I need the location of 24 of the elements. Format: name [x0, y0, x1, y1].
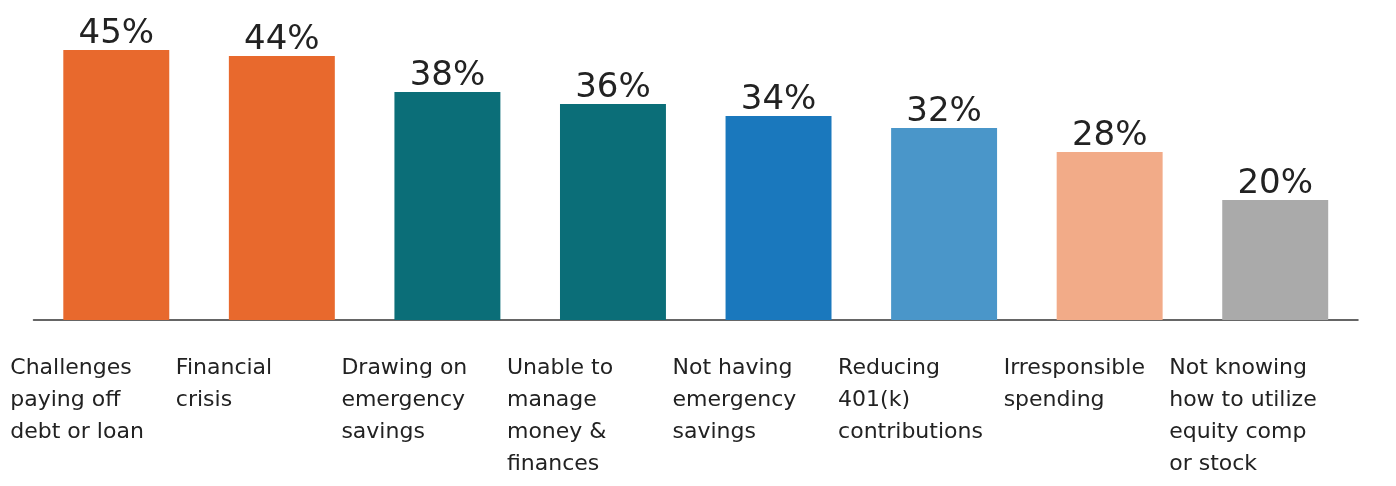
x-tick-label: Not having emergency savings [672, 353, 804, 443]
x-tick-label: Challenges paying off debt or loan [10, 353, 144, 443]
bar [228, 56, 335, 320]
bar [891, 128, 998, 320]
bar [1056, 152, 1163, 320]
data-label: 38% [409, 53, 486, 93]
bar [394, 92, 501, 320]
bar [63, 50, 170, 320]
bar [559, 104, 666, 320]
x-tick-label: Irresponsible spending [1003, 353, 1152, 411]
bar [1222, 200, 1329, 320]
x-tick-label: Not knowing how to utilize equity comp or stock [1169, 353, 1324, 475]
x-tick-label: Drawing on emergency savings [341, 353, 475, 443]
x-tick-label: Financial crisis [175, 353, 280, 411]
data-label: 45% [78, 11, 155, 51]
data-label: 44% [244, 17, 320, 57]
data-label: 28% [1071, 113, 1148, 153]
data-label: 20% [1237, 161, 1314, 201]
x-tick-label: Unable to manage money & finances [506, 353, 621, 475]
bar [725, 116, 832, 320]
data-label: 32% [906, 89, 982, 129]
data-label: 34% [740, 77, 817, 117]
x-tick-label: Reducing 401(k) contributions [838, 353, 983, 443]
data-label: 36% [575, 65, 651, 105]
